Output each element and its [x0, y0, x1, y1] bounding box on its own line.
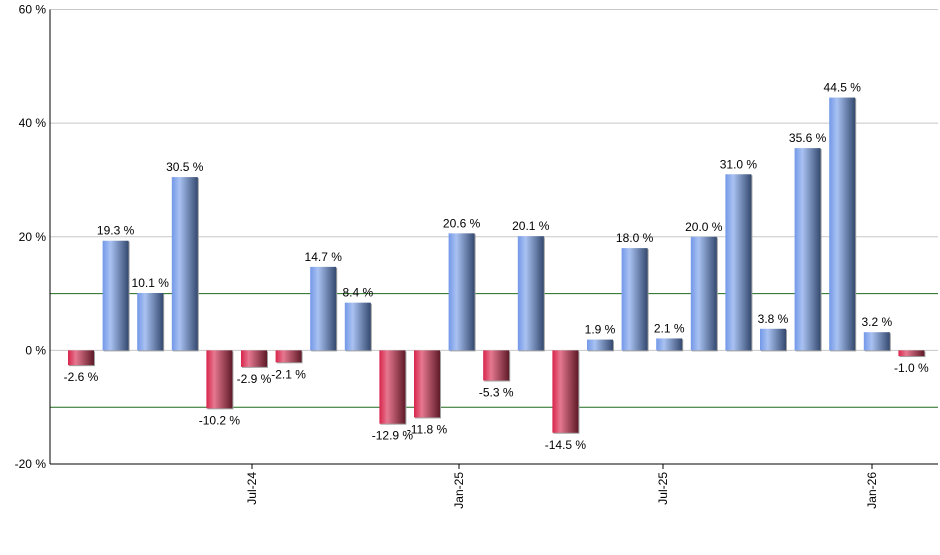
- bar: [344, 302, 371, 351]
- bar: [829, 97, 856, 351]
- data-label: -12.9 %: [372, 429, 414, 443]
- bar: [241, 350, 267, 367]
- x-tick-label: Jan-25: [452, 472, 466, 509]
- data-label: 20.1 %: [512, 219, 550, 233]
- bar: [898, 350, 925, 357]
- y-tick-label: 40 %: [19, 116, 47, 130]
- bar: [379, 350, 406, 424]
- axes: -20 % 0 % 20 % 40 % 60 % Jul-24 Jan-25 Jul-25 Ja…: [15, 3, 938, 509]
- x-tick-label: Jan-26: [865, 472, 879, 509]
- y-tick-label: 20 %: [19, 230, 47, 244]
- data-label: 3.2 %: [861, 315, 892, 329]
- bar: [206, 350, 233, 409]
- data-label: 30.5 %: [166, 160, 204, 174]
- data-label: -1.0 %: [894, 361, 929, 375]
- bar: [137, 292, 164, 351]
- bar: [863, 332, 890, 351]
- data-label: -2.1 %: [271, 367, 306, 381]
- bar: [414, 350, 440, 418]
- bar: [552, 350, 579, 433]
- data-label: 1.9 %: [585, 323, 616, 337]
- bar: [760, 328, 786, 351]
- data-label: -14.5 %: [545, 438, 587, 452]
- bar: [656, 338, 683, 351]
- data-label: 20.0 %: [685, 220, 723, 234]
- bar: [725, 174, 752, 351]
- x-tick-label: Jul-25: [656, 472, 670, 505]
- data-label: -2.9 %: [237, 372, 272, 386]
- bar: [275, 350, 302, 363]
- bar: [483, 350, 510, 381]
- x-tick-label: Jul-24: [245, 472, 259, 505]
- bar: [310, 266, 337, 351]
- data-label: -2.6 %: [64, 370, 99, 384]
- data-labels: -2.6 % 19.3 % 10.1 % 30.5 % -10.2 % -2.9 % -2.…: [64, 81, 929, 452]
- y-tick-label: 0 %: [25, 343, 46, 357]
- data-label: 35.6 %: [789, 131, 827, 145]
- bars: [68, 97, 926, 434]
- data-label: 10.1 %: [132, 276, 170, 290]
- data-label: 14.7 %: [305, 250, 343, 264]
- bar: [171, 177, 198, 351]
- y-tick-label: -20 %: [15, 457, 47, 471]
- data-label: -11.8 %: [407, 422, 448, 436]
- bar: [621, 248, 648, 351]
- data-label: -10.2 %: [199, 413, 241, 427]
- bar: [794, 148, 821, 351]
- data-label: 8.4 %: [342, 286, 373, 300]
- data-label: 3.8 %: [758, 312, 789, 326]
- data-label: 2.1 %: [654, 321, 685, 335]
- bar: [517, 236, 544, 351]
- y-tick-label: 60 %: [19, 3, 47, 17]
- bar: [448, 233, 475, 351]
- bar: [102, 240, 129, 351]
- bar: [68, 350, 94, 366]
- data-label: -5.3 %: [479, 385, 514, 399]
- bar: [587, 339, 613, 351]
- bar: [690, 236, 717, 351]
- data-label: 18.0 %: [616, 231, 654, 245]
- data-label: 44.5 %: [824, 81, 862, 95]
- data-label: 19.3 %: [97, 224, 135, 238]
- data-label: 31.0 %: [720, 157, 758, 171]
- data-label: 20.6 %: [443, 216, 481, 230]
